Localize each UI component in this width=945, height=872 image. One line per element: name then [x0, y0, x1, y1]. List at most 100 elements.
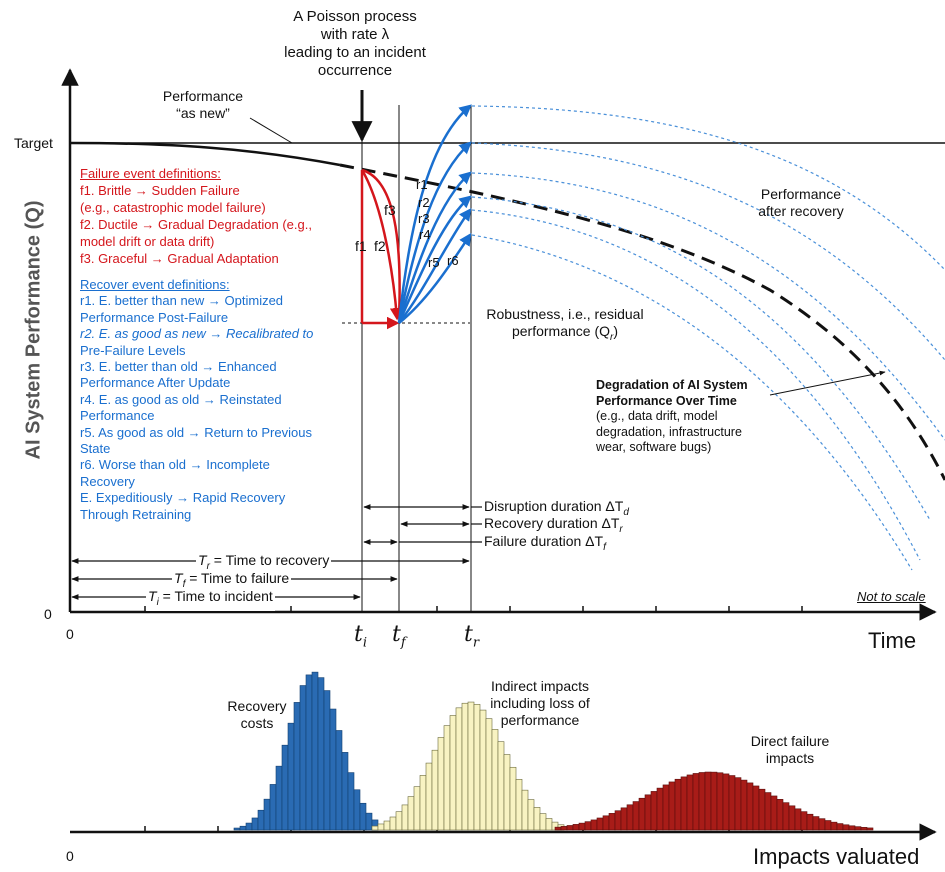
tf-tick-label: tf	[392, 622, 406, 656]
degradation-body-1: (e.g., data drift, model	[596, 409, 718, 423]
recovery-costs-bar	[245, 822, 253, 831]
indirect-impacts-bar	[545, 818, 553, 831]
recovery-curves	[397, 104, 472, 324]
direct-impacts-bar	[662, 784, 670, 831]
direct-impacts-bar	[764, 792, 772, 831]
direct-impacts-bar	[638, 797, 646, 831]
recover-line: Recovery	[80, 473, 135, 489]
recover-line: Pre-Failure Levels	[80, 342, 186, 358]
r1-label: r1	[416, 177, 428, 192]
direct-impacts-bar	[566, 825, 574, 831]
indirect-impacts-bar	[455, 707, 463, 831]
indirect-line-1: Indirect impacts	[490, 678, 590, 694]
tf-tick: t	[392, 622, 401, 647]
y-zero-label: 0	[44, 606, 52, 622]
indirect-impacts-bar	[503, 754, 511, 831]
recovery-costs-bar	[317, 677, 325, 831]
direct-impacts-bar	[554, 826, 562, 831]
failure-sub: f	[603, 541, 606, 553]
tr-sym: T	[198, 552, 207, 568]
recover-line: Through Retraining	[80, 506, 192, 522]
tf-text: = Time to failure	[185, 570, 290, 586]
f2-curve	[360, 169, 403, 321]
recover-line: r3. E. better than old → Enhanced	[80, 359, 277, 375]
recovery-costs-bar	[347, 772, 355, 831]
direct-impacts-bar	[572, 824, 580, 831]
failure-line: model drift or data drift)	[80, 234, 215, 249]
failure-definitions: Failure event definitions: f1. Brittle →…	[80, 165, 312, 267]
impacts-axis-label: Impacts valuated	[753, 844, 920, 869]
r4-curve	[397, 195, 472, 324]
tf-tick-sub: f	[400, 635, 406, 651]
direct-impacts-bar	[788, 805, 796, 831]
as-new-pointer	[249, 117, 293, 144]
direct-impacts-bar	[632, 801, 640, 831]
direct-impacts-bar	[674, 778, 682, 831]
direct-impacts-bar	[794, 808, 802, 831]
direct-impacts-bar	[668, 781, 676, 831]
indirect-impacts-label: Indirect impacts including loss of perfo…	[470, 678, 610, 729]
direct-impacts-bar	[836, 823, 844, 831]
direct-impacts-distribution	[554, 771, 874, 831]
robustness-line-1: Robustness, i.e., residual	[486, 306, 644, 322]
direct-impacts-bar	[824, 820, 832, 831]
time-axis-label: Time	[868, 628, 917, 653]
direct-impacts-bar	[608, 813, 616, 831]
failure-line: f3. Graceful → Gradual Adaptation	[80, 251, 279, 266]
recovery-costs-bar	[263, 798, 271, 831]
direct-impacts-label: Direct failure impacts	[735, 733, 845, 767]
indirect-impacts-bar	[527, 799, 535, 831]
indirect-impacts-bar	[521, 789, 529, 831]
degradation-label: Degradation of AI System Performance Ove…	[596, 378, 748, 456]
indirect-impacts-bar	[431, 749, 439, 831]
recovery-sub: r	[619, 523, 623, 535]
indirect-impacts-bar	[395, 811, 403, 831]
recovery-costs-bar	[251, 817, 259, 831]
recover-line: E. Expeditiously → Rapid Recovery	[80, 490, 286, 506]
ti-text: = Time to incident	[158, 588, 273, 604]
indirect-impacts-bar	[401, 804, 409, 831]
recovery-costs-bar	[323, 690, 331, 831]
tr-tick: t	[464, 622, 473, 647]
degradation-title-1: Degradation of AI System	[596, 378, 748, 392]
direct-impacts-bar	[620, 807, 628, 831]
recovery-costs-bar	[275, 765, 283, 831]
direct-impacts-bar	[776, 799, 784, 831]
direct-line-1: Direct failure	[750, 733, 830, 749]
direct-impacts-bar	[734, 777, 742, 831]
r3-curve	[397, 171, 472, 324]
indirect-impacts-bar	[533, 807, 541, 831]
indirect-impacts-distribution	[371, 701, 565, 831]
recovery-costs-bar	[365, 812, 373, 831]
f1-label: f1	[355, 238, 367, 254]
r2-label: r2	[418, 195, 430, 210]
recovery-costs-bar	[239, 825, 247, 831]
ti-tick: t	[354, 622, 363, 647]
indirect-impacts-bar	[461, 702, 469, 831]
post-recovery-curves	[471, 105, 945, 571]
duration-arrows	[363, 504, 482, 545]
time-to-incident-label: Ti = Time to incident	[146, 588, 275, 611]
recovery-costs-bar	[287, 722, 295, 831]
recovery-costs-distribution	[233, 671, 379, 831]
ti-sub: i	[156, 596, 159, 608]
recovery-costs-bar	[329, 708, 337, 831]
poisson-line-2: with rate λ	[320, 26, 390, 43]
recovery-costs-bar	[257, 809, 265, 831]
indirect-impacts-bar	[437, 737, 445, 831]
direct-impacts-bar	[584, 821, 592, 831]
direct-impacts-bar	[716, 772, 724, 831]
recovery-costs-bar	[305, 674, 313, 831]
direct-impacts-bar	[692, 773, 700, 831]
failure-heading: Failure event definitions:	[80, 166, 221, 181]
recover-definitions: Recover event definitions: r1. E. better…	[80, 277, 313, 523]
recovery-text: Recovery duration ΔT	[484, 515, 620, 531]
recovery-costs-bar	[311, 671, 319, 831]
direct-impacts-bar	[704, 771, 712, 831]
direct-impacts-bar	[854, 826, 862, 831]
indirect-impacts-bar	[419, 775, 427, 831]
poisson-line-3: leading to an incident	[284, 44, 426, 61]
failure-text: Failure duration ΔT	[484, 533, 604, 549]
degradation-curve	[339, 163, 945, 481]
failure-duration-label: Failure duration ΔTf	[484, 533, 606, 556]
